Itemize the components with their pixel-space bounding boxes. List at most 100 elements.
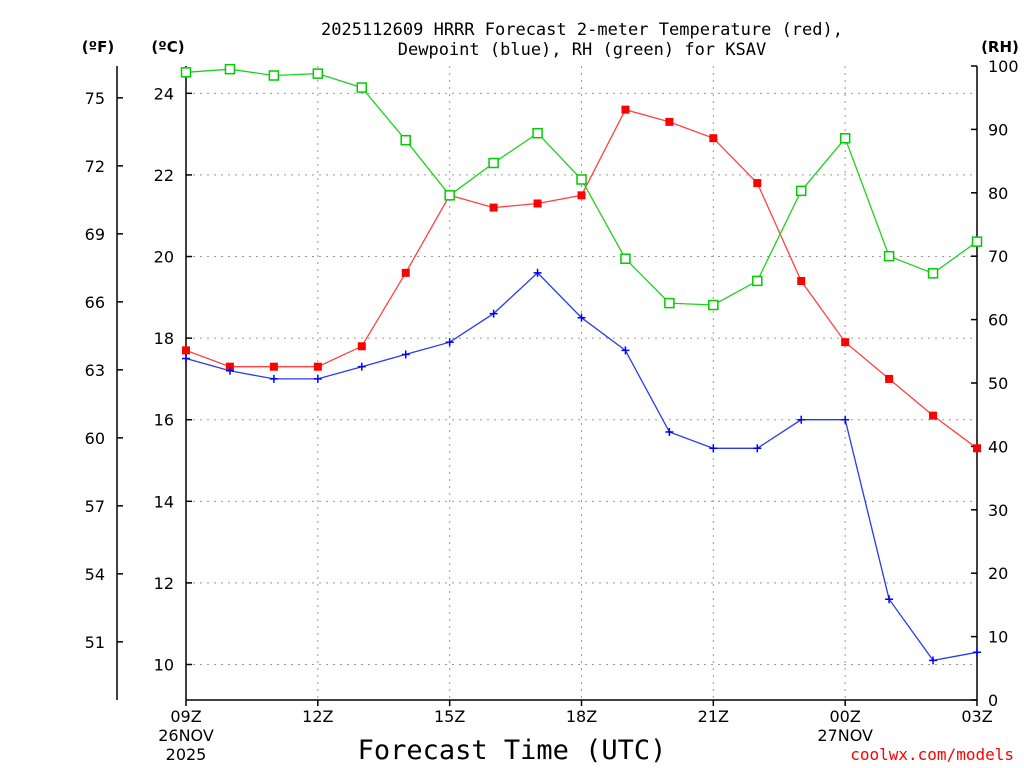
- dewpoint-point: [841, 415, 850, 424]
- x-date-label: 26NOV: [158, 726, 214, 745]
- y-tick-label-rh: 50: [988, 374, 1008, 393]
- dewpoint-point: [753, 444, 762, 453]
- x-tick-label: 03Z: [961, 707, 992, 726]
- rh-point: [664, 297, 675, 309]
- rh-point: [576, 174, 587, 185]
- y-tick-label-c: 10: [154, 656, 174, 675]
- y-tick-label-c: 20: [154, 248, 174, 267]
- rh-point: [752, 275, 763, 287]
- x-tick-label: 00Z: [830, 707, 861, 726]
- y-tick-label-c: 18: [154, 329, 174, 348]
- temperature-point: [533, 199, 542, 208]
- dewpoint-point: [929, 656, 938, 665]
- rh-point: [620, 253, 631, 264]
- x-tick-label: 15Z: [434, 707, 465, 726]
- temperature-point: [489, 203, 498, 212]
- rh-point: [400, 134, 411, 146]
- temperature-point: [182, 346, 190, 355]
- series-layer: [180, 63, 983, 665]
- unit-rh: (RH): [981, 38, 1019, 56]
- rh-point: [444, 190, 455, 201]
- temperature-point: [753, 179, 762, 188]
- rh-point: [883, 250, 895, 262]
- dewpoint-point: [182, 354, 190, 363]
- y-tick-label-f: 72: [85, 157, 105, 176]
- rh-point: [927, 268, 939, 279]
- rh-point: [708, 299, 719, 311]
- credit-text: coolwx.com/models: [850, 745, 1014, 764]
- rh-point: [356, 82, 368, 93]
- dewpoint-point: [577, 313, 586, 322]
- chart-title-line2: Dewpoint (blue), RH (green) for KSAV: [398, 40, 766, 60]
- dewpoint-point: [225, 366, 234, 375]
- y-tick-label-rh: 30: [988, 501, 1008, 520]
- y-tick-label-f: 69: [85, 225, 105, 244]
- temperature-point: [621, 105, 630, 114]
- temperature-point: [225, 362, 234, 371]
- y-tick-label-f: 75: [85, 89, 105, 108]
- y-tick-label-rh: 60: [988, 311, 1008, 330]
- unit-fahrenheit: (ºF): [82, 38, 114, 56]
- dewpoint-point: [621, 346, 630, 355]
- y-tick-label-c: 12: [154, 574, 174, 593]
- dewpoint-point: [533, 268, 542, 277]
- temperature-point: [665, 117, 674, 126]
- dewpoint-point: [665, 427, 674, 436]
- y-tick-label-rh: 70: [988, 247, 1008, 266]
- x-tick-label: 21Z: [698, 707, 729, 726]
- x-tick-label: 09Z: [170, 707, 201, 726]
- y-tick-label-rh: 100: [988, 57, 1019, 76]
- temperature-point: [357, 342, 366, 351]
- y-tick-label-rh: 20: [988, 564, 1008, 583]
- rh-point: [180, 67, 192, 78]
- temperature-point: [709, 134, 718, 143]
- temperature-point: [269, 362, 278, 371]
- y-tick-label-c: 16: [154, 411, 174, 430]
- y-tick-label-rh: 80: [988, 184, 1008, 203]
- rh-point: [224, 63, 236, 75]
- temperature-point: [577, 191, 586, 200]
- temperature-point: [973, 444, 981, 453]
- y-tick-label-c: 14: [154, 492, 174, 511]
- temperature-point: [841, 338, 850, 347]
- temperature-point: [929, 411, 938, 420]
- y-tick-label-f: 60: [85, 429, 105, 448]
- y-tick-label-c: 22: [154, 166, 174, 185]
- dewpoint-point: [269, 374, 278, 383]
- temperature-point: [797, 277, 806, 286]
- dewpoint-point: [313, 374, 322, 383]
- temperature-point: [313, 362, 322, 371]
- chart-title-line1: 2025112609 HRRR Forecast 2-meter Tempera…: [321, 20, 843, 40]
- rh-point: [488, 157, 499, 169]
- unit-celsius: (ºC): [151, 38, 184, 56]
- y-tick-label-c: 24: [154, 84, 174, 103]
- gridlines: [186, 66, 977, 700]
- rh-point: [839, 133, 851, 144]
- x-date-label: 27NOV: [817, 726, 873, 745]
- y-tick-label-rh: 90: [988, 120, 1008, 139]
- y-tick-label-rh: 40: [988, 437, 1008, 456]
- y-tick-label-f: 57: [85, 497, 105, 516]
- dewpoint-point: [489, 309, 498, 318]
- dewpoint-point: [973, 648, 981, 657]
- y-tick-label-f: 66: [85, 293, 105, 312]
- rh-point: [532, 127, 543, 139]
- temperature-line: [185, 108, 978, 449]
- dewpoint-point: [885, 595, 894, 604]
- dewpoint-point: [401, 350, 410, 359]
- rh-point: [795, 185, 807, 197]
- x-year-label: 2025: [166, 745, 207, 764]
- y-tick-label-rh: 10: [988, 628, 1008, 647]
- dewpoint-point: [797, 415, 806, 424]
- x-tick-label: 12Z: [302, 707, 333, 726]
- y-tick-label-f: 54: [85, 565, 105, 584]
- temperature-point: [885, 374, 894, 383]
- temperature-point: [401, 268, 410, 277]
- dewpoint-point: [709, 444, 718, 453]
- y-tick-label-f: 51: [85, 633, 105, 652]
- dewpoint-point: [445, 338, 454, 347]
- y-tick-label-f: 63: [85, 361, 105, 380]
- rh-point: [971, 236, 983, 247]
